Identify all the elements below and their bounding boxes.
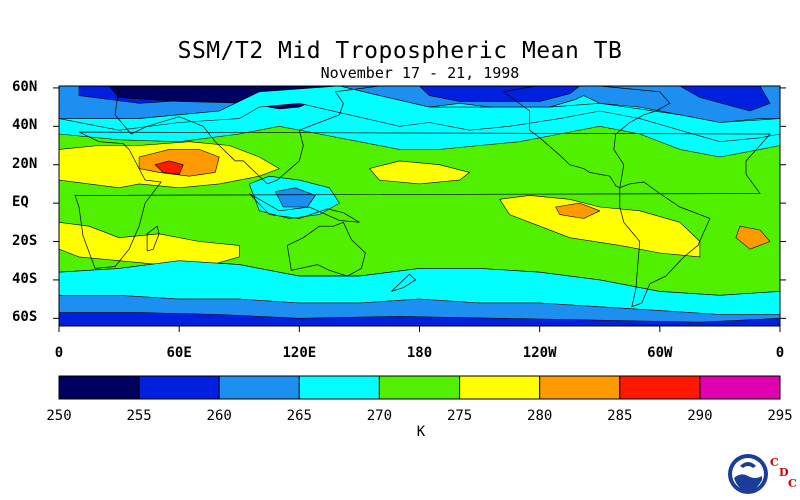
- contour-warm-north-pacific: [369, 160, 470, 185]
- noaa-logo: [727, 452, 771, 500]
- coastlines: [74, 86, 771, 308]
- contour-north-band-265: [59, 86, 780, 142]
- lon-label: 60W: [647, 345, 673, 361]
- contour-warm-spac-hot: [555, 202, 601, 219]
- colorbar-segment-4: [378, 375, 460, 400]
- chart-title: SSM/T2 Mid Tropospheric Mean TB: [177, 38, 623, 64]
- coastline-4: [502, 86, 671, 189]
- lat-label: EQ: [12, 194, 29, 211]
- lat-label: 40N: [12, 117, 38, 134]
- lat-label: 20S: [12, 232, 38, 249]
- cdc-letter-2: D: [779, 466, 789, 479]
- colorbar-segment-1: [138, 375, 220, 400]
- lon-label: 120W: [522, 345, 557, 361]
- lon-label: 0: [54, 345, 64, 361]
- colorbar-label: 265: [286, 408, 312, 424]
- map-regions: [59, 86, 780, 326]
- colorbar: [58, 375, 781, 400]
- cdc-letter-3: C: [788, 477, 797, 490]
- coastline-3: [619, 181, 711, 308]
- coastline-2: [114, 86, 380, 185]
- contour-east-pac-core: [419, 86, 581, 102]
- colorbar-segment-5: [459, 375, 541, 400]
- colorbar-label: 250: [46, 408, 72, 424]
- colorbar-segment-3: [298, 375, 380, 400]
- colorbar-label: 260: [206, 408, 232, 424]
- colorbar-segment-2: [218, 375, 300, 400]
- colorbar-label: 275: [446, 408, 473, 424]
- lat-label: 60S: [12, 309, 38, 326]
- colorbar-segment-6: [539, 375, 621, 400]
- colorbar-segment-7: [619, 375, 701, 400]
- lon-label: 120E: [282, 345, 317, 361]
- coastline-6: [146, 225, 160, 252]
- colorbar-label: 270: [366, 408, 393, 424]
- chart-subtitle: November 17 - 21, 1998: [320, 64, 520, 82]
- contour-warm-sahara-hot: [138, 149, 220, 177]
- lon-label: 60E: [166, 345, 192, 361]
- coastline-7: [249, 193, 360, 223]
- units-label: K: [416, 424, 426, 440]
- contour-warm-satl-hot: [735, 225, 771, 250]
- lon-label: 0: [775, 345, 785, 361]
- noaa-seal-icon: [728, 454, 768, 494]
- lat-label: 20N: [12, 155, 38, 172]
- lon-label: 180: [406, 345, 433, 361]
- colorbar-label: 280: [527, 408, 553, 424]
- coastline-0: [74, 131, 771, 269]
- lat-label: 40S: [12, 270, 38, 287]
- cdc-letter-1: C: [770, 456, 779, 469]
- colorbar-segment-0: [58, 375, 140, 400]
- contour-warm-south-africa: [59, 222, 240, 269]
- lat-label: 60N: [12, 78, 38, 95]
- colorbar-label: 285: [607, 408, 633, 424]
- coastline-5: [391, 273, 417, 292]
- colorbar-label: 295: [767, 408, 793, 424]
- contour-cold-west-pacific-core: [274, 187, 316, 208]
- colorbar-label: 290: [687, 408, 713, 424]
- colorbar-label: 255: [126, 408, 152, 424]
- colorbar-segment-8: [699, 375, 781, 400]
- contour-warm-arabia-hottest: [154, 160, 184, 175]
- coastline-1: [286, 221, 366, 277]
- contour-atlantic-core: [679, 86, 771, 112]
- axis-ticks: [53, 87, 786, 332]
- contour-warm-south-pacific: [499, 195, 701, 258]
- contour-south-band-255: [59, 312, 780, 326]
